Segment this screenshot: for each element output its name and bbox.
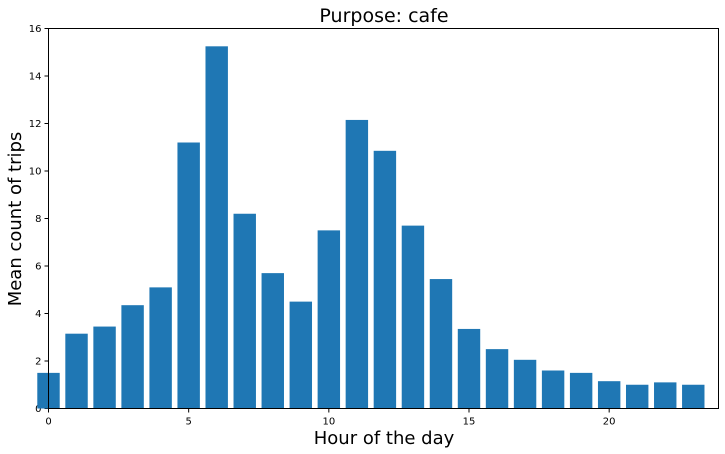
bar-hour-14 [429, 279, 453, 409]
bar-hour-5 [177, 142, 200, 409]
y-axis-ticks: 0 2 4 6 8 10 12 14 16 [29, 24, 49, 415]
x-tick-label: 5 [185, 417, 191, 428]
bar-hour-13 [401, 225, 425, 409]
bar-hour-18 [541, 370, 565, 409]
plot-frame [48, 28, 719, 409]
y-tick-label: 4 [35, 309, 41, 320]
y-tick-label: 2 [35, 357, 41, 368]
bar-hour-3 [121, 305, 144, 409]
x-tick-label: 10 [322, 417, 335, 428]
bar-hour-21 [625, 384, 649, 409]
y-tick-label: 12 [29, 119, 42, 130]
bar-hour-15 [457, 328, 481, 409]
x-axis-label: Hour of the day [314, 428, 455, 449]
y-tick-label: 10 [29, 167, 42, 178]
bar-hour-7 [233, 213, 256, 409]
bar-hour-11 [345, 119, 369, 409]
bar-hour-2 [93, 326, 116, 409]
bar-hour-9 [289, 301, 313, 409]
bar-hour-4 [149, 287, 172, 409]
x-tick-label: 0 [45, 417, 51, 428]
y-axis-label: Mean count of trips [5, 132, 26, 307]
y-tick-label: 14 [29, 72, 42, 83]
y-tick-label: 16 [29, 24, 42, 35]
bar-hour-23 [682, 384, 705, 409]
bar-hour-1 [65, 333, 88, 409]
y-tick-label: 8 [35, 214, 41, 225]
bars [37, 46, 705, 409]
x-tick-label: 20 [603, 417, 616, 428]
bar-hour-10 [317, 230, 341, 409]
bar-hour-6 [205, 46, 228, 409]
x-tick-label: 15 [463, 417, 476, 428]
bar-hour-19 [569, 372, 593, 409]
y-tick-label: 6 [35, 262, 41, 273]
x-axis-ticks: 0 5 10 15 20 [45, 408, 616, 428]
bar-hour-8 [261, 273, 284, 409]
bar-hour-16 [485, 349, 509, 409]
bar-hour-17 [513, 359, 537, 409]
chart-title: Purpose: cafe [319, 5, 448, 27]
y-tick-label: 0 [35, 404, 41, 415]
bar-hour-22 [654, 382, 677, 409]
bar-hour-20 [597, 381, 621, 409]
bar-hour-12 [373, 150, 397, 409]
